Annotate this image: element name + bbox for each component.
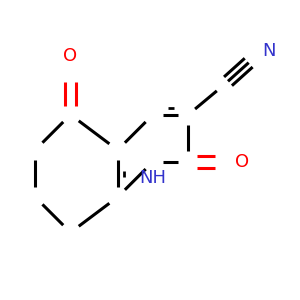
Text: N: N (262, 42, 275, 60)
Text: O: O (236, 153, 250, 171)
Text: O: O (63, 46, 78, 64)
Text: NH: NH (140, 169, 166, 187)
